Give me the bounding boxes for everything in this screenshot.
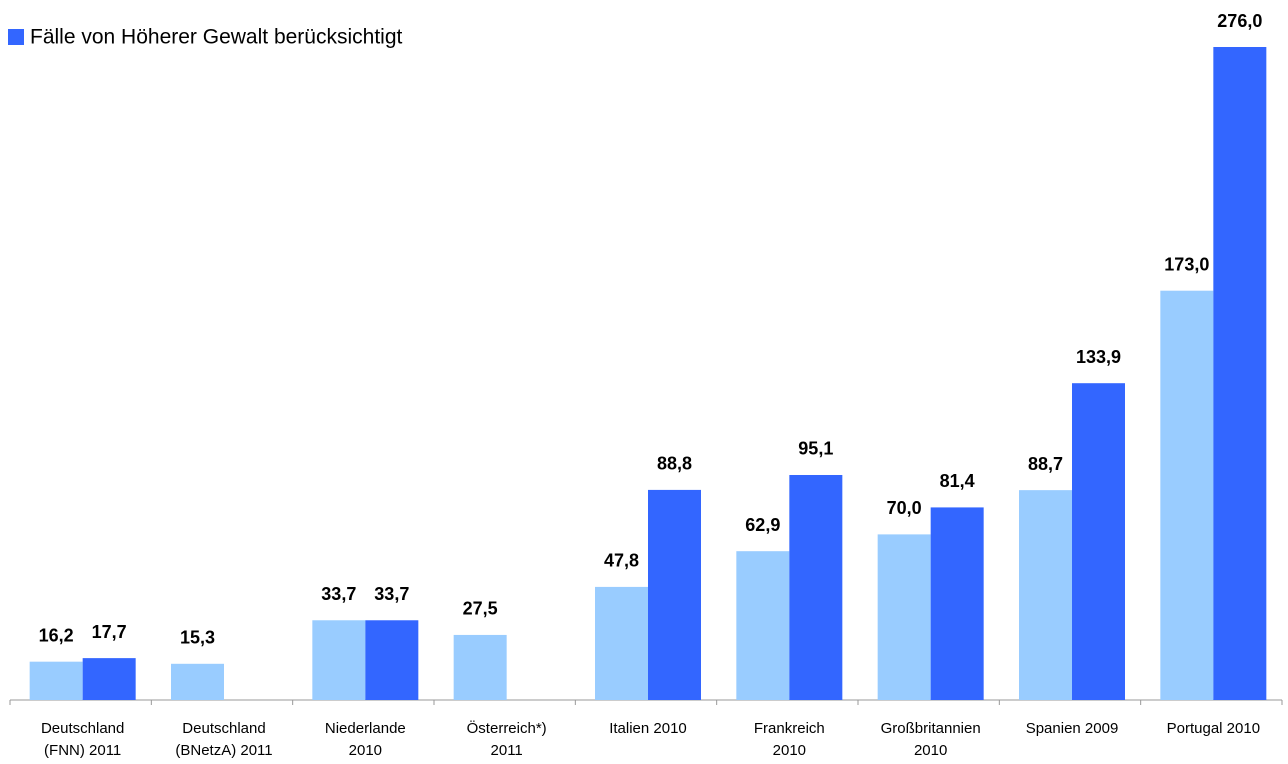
legend-label: Fälle von Höherer Gewalt berücksichtigt [30,26,402,49]
bar [789,474,843,700]
x-tick-label: Deutschland (BNetzA) 2011 [175,720,273,759]
x-tick-label: Italien 2010 [609,720,687,737]
data-label: 95,1 [798,439,833,459]
bar [877,534,931,700]
data-label: 62,9 [745,515,780,535]
bar [365,620,419,700]
bar [29,661,83,700]
x-tick-label: Österreich*) 2011 [466,720,547,759]
data-label: 33,7 [321,584,356,604]
x-tick-label: Portugal 2010 [1166,720,1261,737]
x-tick-label: Spanien 2009 [1025,720,1119,737]
bar [1213,47,1267,700]
bar [171,663,224,700]
bar [736,551,790,700]
bar [595,586,648,700]
data-label: 81,4 [940,471,975,491]
data-label: 133,9 [1076,347,1121,367]
data-label: 276,0 [1217,11,1262,31]
bar [1160,290,1214,700]
x-tick-label: Großbritannien 2010 [880,720,981,759]
bar [1072,383,1125,700]
x-tick-label: Frankreich 2010 [753,720,825,759]
data-label: 47,8 [604,551,639,571]
bar [930,507,984,700]
data-label: 27,5 [463,599,498,619]
bar [312,620,366,700]
data-label: 16,2 [39,625,74,645]
bar [648,489,701,700]
bar [1019,490,1072,700]
data-label: 70,0 [887,498,922,518]
legend-swatch [8,29,24,45]
data-label: 15,3 [180,628,215,648]
data-label: 88,8 [657,454,692,474]
bar [453,634,507,700]
data-label: 88,7 [1028,454,1063,474]
x-tick-label: Niederlande 2010 [324,720,406,759]
data-label: 173,0 [1164,254,1209,274]
data-label: 17,7 [92,622,127,642]
data-label: 33,7 [374,584,409,604]
x-tick-label: Deutschland (FNN) 2011 [40,720,125,759]
bar [82,658,136,700]
